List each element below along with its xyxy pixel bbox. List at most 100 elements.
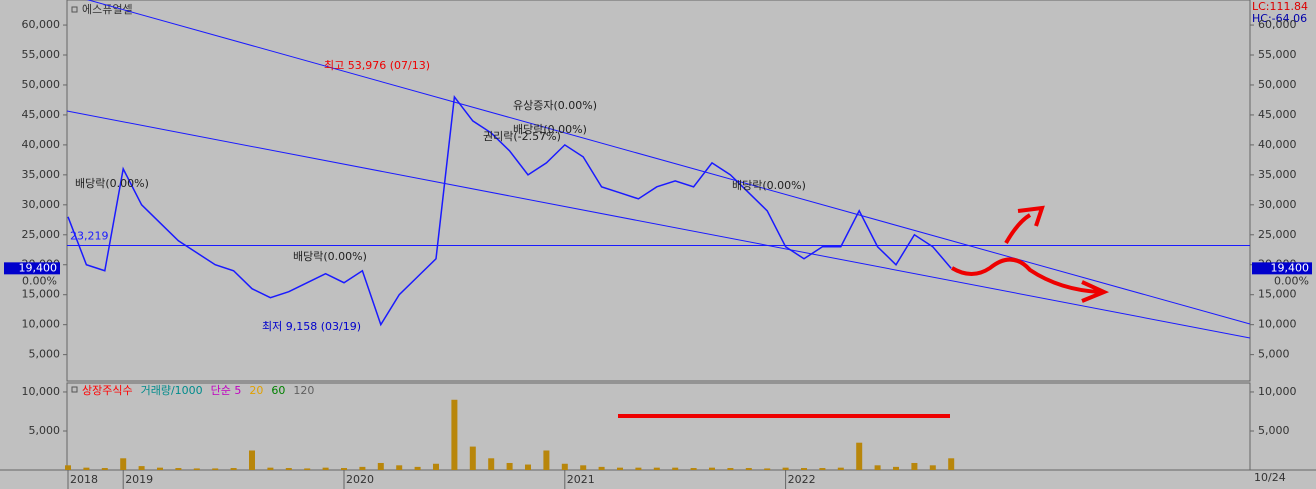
last-price-box <box>1252 262 1312 275</box>
y-tick-label: 10,000 <box>1258 385 1297 398</box>
volume-bar <box>727 468 734 470</box>
volume-bar <box>653 467 660 470</box>
x-tick-label: 2022 <box>788 473 816 486</box>
volume-bar <box>580 465 587 470</box>
volume-bar <box>506 462 513 470</box>
volume-bar <box>359 466 366 470</box>
y-tick-label: 5,000 <box>29 424 61 437</box>
volume-bar <box>948 458 955 470</box>
indicator: HC:-64.06 <box>1252 12 1307 25</box>
y-tick-label: 35,000 <box>1258 168 1297 181</box>
volume-bar <box>911 462 918 470</box>
volume-bar <box>120 458 127 470</box>
event-annotation: 권리락(-2.57%) <box>483 130 561 143</box>
legend-entry: 60 <box>271 384 285 397</box>
last-price-label: 19,400 <box>19 261 58 274</box>
volume-bar <box>157 467 163 470</box>
volume-bar <box>83 467 90 470</box>
last-price-label: 19,400 <box>1271 261 1310 274</box>
volume-bar <box>212 468 219 470</box>
volume-bar <box>837 467 844 470</box>
volume-bar <box>745 468 752 470</box>
y-tick-label: 45,000 <box>1258 108 1297 121</box>
volume-bar <box>101 468 108 470</box>
volume-bar <box>764 468 771 470</box>
volume-bar <box>65 465 71 470</box>
volume-bar <box>635 467 642 470</box>
volume-bar <box>433 463 439 470</box>
volume-bar <box>929 465 936 470</box>
indicator: LC:111.84 <box>1252 0 1308 13</box>
volume-bar <box>267 467 274 470</box>
y-tick-label: 10,000 <box>22 385 61 398</box>
legend-entry: 거래량/1000 <box>141 384 203 397</box>
volume-bar <box>525 464 531 470</box>
volume-bar <box>285 468 292 470</box>
volume-bar <box>598 466 605 470</box>
x-tick-label: 2020 <box>346 473 374 486</box>
y-tick-label: 50,000 <box>1258 78 1297 91</box>
volume-bar <box>488 458 495 470</box>
y-tick-label: 55,000 <box>22 48 61 61</box>
volume-bar <box>856 442 863 470</box>
price-line <box>67 95 952 327</box>
legend-entry: 120 <box>293 384 314 397</box>
volume-bar <box>801 468 807 470</box>
volume-bar <box>175 468 182 470</box>
volume-bar <box>341 468 347 470</box>
last-price-box <box>4 262 60 275</box>
y-tick-label: 25,000 <box>22 228 61 241</box>
x-tick-label: 2018 <box>70 473 98 486</box>
y-tick-label: 55,000 <box>1258 48 1297 61</box>
volume-bar <box>543 450 550 470</box>
trend-line <box>86 0 1251 325</box>
volume-bar <box>782 467 789 470</box>
x-end-label: 10/24 <box>1254 471 1286 484</box>
event-annotation: 최저 9,158 (03/19) <box>262 320 361 333</box>
price-pane <box>66 0 1251 382</box>
y-tick-label: 25,000 <box>1258 228 1297 241</box>
volume-bar <box>709 467 715 470</box>
volume-bar <box>874 465 881 470</box>
volume-bar <box>249 450 255 470</box>
y-tick-label: 30,000 <box>1258 198 1297 211</box>
red-arrow <box>950 257 1110 303</box>
y-tick-label: 40,000 <box>22 138 61 151</box>
y-tick-label: 45,000 <box>22 108 61 121</box>
legend-entry: 상장주식수 <box>82 384 133 397</box>
pane-icon <box>71 386 78 393</box>
x-tick-label: 2021 <box>567 473 595 486</box>
event-annotation: 유상증자(0.00%) <box>513 99 597 112</box>
volume-pane <box>66 382 1251 471</box>
trend-line <box>66 110 1251 339</box>
y-tick-label: 35,000 <box>22 168 61 181</box>
volume-bar <box>230 468 237 470</box>
y-tick-label: 15,000 <box>1258 288 1297 301</box>
event-annotation: 배당락(0.00%) <box>293 250 367 263</box>
reference-label: 23,219 <box>70 229 109 242</box>
y-tick-label: 10,000 <box>1258 318 1297 331</box>
pane-icon <box>71 6 78 13</box>
volume-bar <box>690 468 697 470</box>
red-arrow <box>1004 205 1045 244</box>
y-tick-label: 5,000 <box>1258 424 1290 437</box>
y-tick-label: 60,000 <box>22 18 61 31</box>
y-tick-label: 50,000 <box>22 78 61 91</box>
y-tick-label: 60,000 <box>1258 18 1297 31</box>
y-tick-label: 5,000 <box>1258 348 1290 361</box>
volume-bar <box>451 399 458 470</box>
volume-bar <box>561 463 568 470</box>
volume-bar <box>304 468 311 470</box>
y-tick-label: 10,000 <box>22 318 61 331</box>
x-tick-label: 2019 <box>125 473 153 486</box>
change-label: 0.00% <box>22 274 57 287</box>
volume-bar <box>414 466 421 470</box>
volume-bar <box>672 467 679 470</box>
volume-bar <box>193 468 200 470</box>
volume-bar <box>138 466 145 470</box>
event-annotation: 배당락(0.00%) <box>513 123 587 136</box>
chart-title: 에스퓨얼셀 <box>82 2 133 16</box>
volume-bar <box>893 466 899 470</box>
y-tick-label: 15,000 <box>22 288 61 301</box>
